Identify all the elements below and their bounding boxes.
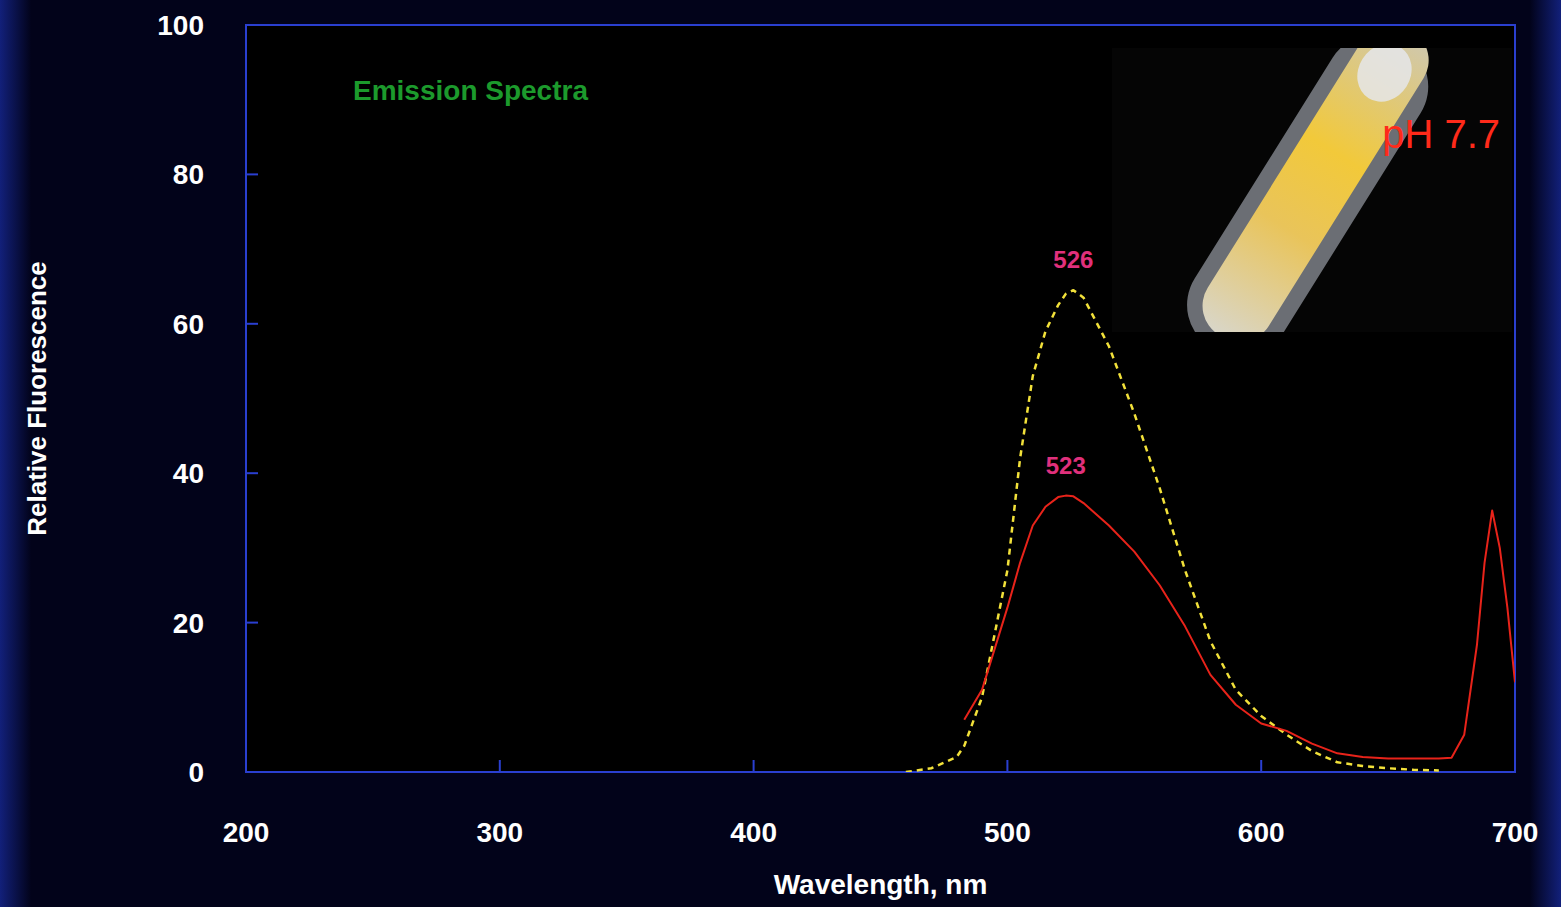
x-tick-label: 500: [984, 817, 1031, 848]
y-tick: [246, 323, 258, 325]
x-axis-title: Wavelength, nm: [774, 869, 988, 900]
y-tick-label: 0: [188, 757, 204, 788]
x-tick: [245, 760, 247, 772]
x-tick-label: 700: [1492, 817, 1539, 848]
y-tick-label: 100: [157, 10, 204, 41]
title: Emission Spectra: [353, 75, 588, 106]
y-tick-label: 60: [173, 309, 204, 340]
x-tick-label: 600: [1238, 817, 1285, 848]
root-image: [1168, 48, 1455, 332]
x-tick-label: 400: [730, 817, 777, 848]
y-tick-label: 40: [173, 458, 204, 489]
peak-label: 523: [1046, 452, 1086, 479]
x-tick: [1514, 760, 1516, 772]
y-tick: [246, 24, 258, 26]
plot-frame: [246, 25, 1515, 772]
background: [0, 0, 1561, 907]
x-tick-label: 300: [476, 817, 523, 848]
x-tick: [1260, 760, 1262, 772]
y-tick-label: 80: [173, 159, 204, 190]
series-line: [906, 290, 1439, 772]
peak-label: 526: [1053, 246, 1093, 273]
x-tick: [1006, 760, 1008, 772]
root-body: [1190, 48, 1442, 332]
y-tick: [246, 472, 258, 474]
inset-photo: [1112, 3, 1512, 376]
inset-label: pH 7.7: [1382, 112, 1500, 156]
y-tick: [246, 771, 258, 773]
y-tick: [246, 622, 258, 624]
chart: Emission Spectra 0 20 40 60 80 100 200 300 400 500…: [0, 0, 1561, 907]
y-axis-title: Relative Fluorescence: [22, 261, 52, 536]
series-group: [906, 290, 1515, 772]
root-tip: [1347, 48, 1423, 112]
x-tick-label: 200: [223, 817, 270, 848]
x-tick: [753, 760, 755, 772]
x-tick: [499, 760, 501, 772]
y-tick: [246, 173, 258, 175]
series-line: [964, 496, 1515, 759]
y-tick-label: 20: [173, 608, 204, 639]
